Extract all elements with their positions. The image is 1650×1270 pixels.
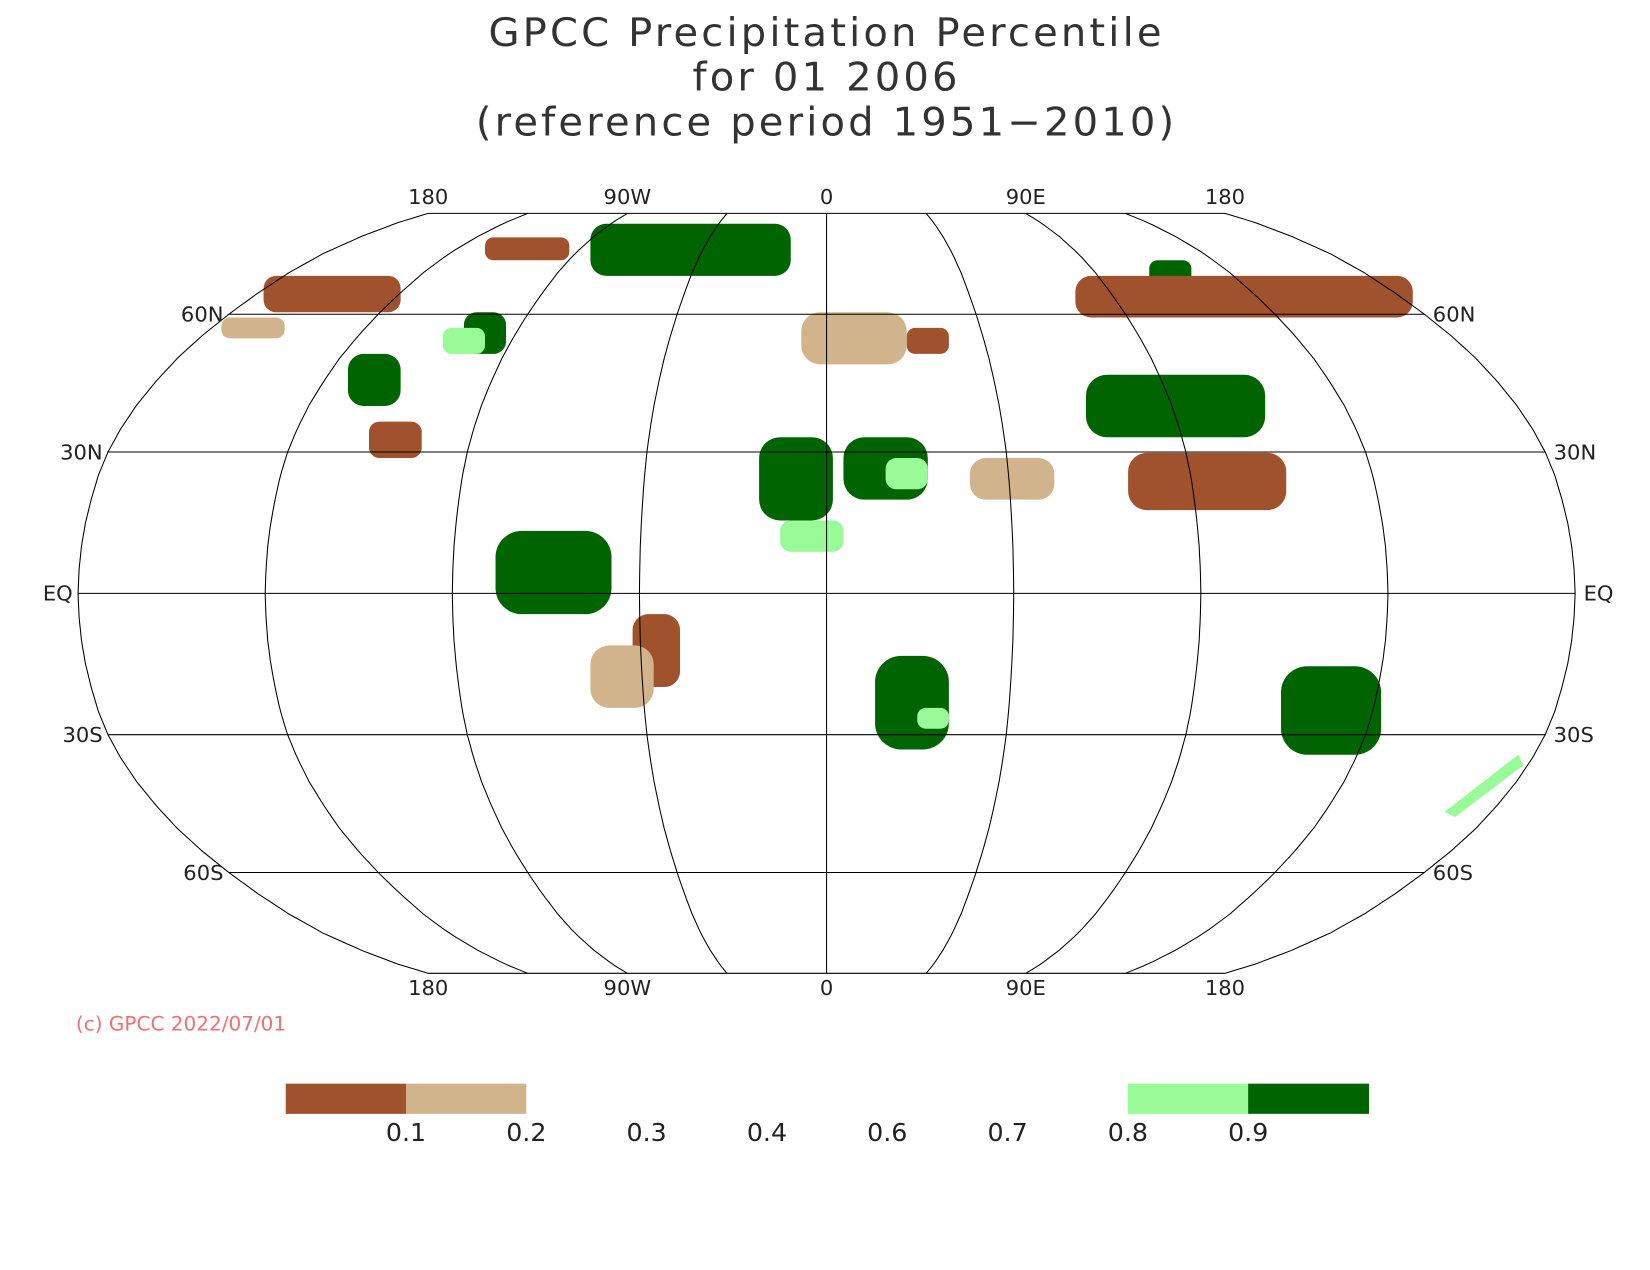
lat-label: 60N	[1433, 303, 1476, 327]
lon-label: 180	[408, 976, 448, 1000]
lat-label: 60S	[183, 861, 223, 885]
lon-label: 180	[1205, 185, 1245, 209]
lat-label: EQ	[43, 582, 73, 606]
lon-label: 90E	[1006, 185, 1046, 209]
legend-swatch	[1248, 1083, 1370, 1114]
patch	[906, 327, 949, 354]
lon-label: 180	[1205, 976, 1245, 1000]
legend-swatch	[887, 1083, 1009, 1114]
patch	[801, 312, 907, 365]
legend: 0.1 0.2 0.3 0.4 0.6 0.7 0.8 0.9	[285, 1083, 1370, 1147]
lat-label: 60N	[181, 303, 224, 327]
patch	[1128, 452, 1287, 511]
lat-label: 30N	[60, 440, 103, 464]
patch	[347, 353, 401, 406]
legend-label: 0.6	[867, 1118, 907, 1147]
map-outline	[77, 212, 1576, 974]
legend-label: 0.1	[386, 1118, 426, 1147]
lat-label: 30S	[1554, 723, 1594, 747]
patch	[263, 275, 401, 313]
lon-label: 0	[820, 185, 833, 209]
patch	[221, 317, 285, 339]
patch	[495, 530, 612, 615]
legend-label: 0.8	[1108, 1118, 1148, 1147]
legend-swatch	[285, 1083, 407, 1114]
title-line: GPCC Precipitation Percentile	[488, 10, 1164, 56]
patch	[369, 421, 422, 459]
grid-labels: 180 180 90W 90W 0 0 90E 90E 180 180 60N 60N 30N 30N EQ…	[43, 185, 1614, 1000]
patch	[590, 645, 654, 708]
graticule	[77, 212, 1576, 974]
legend-label: 0.2	[506, 1118, 546, 1147]
legend-label: 0.7	[987, 1118, 1027, 1147]
patch	[1444, 754, 1524, 818]
legend-label: 0.4	[747, 1118, 787, 1147]
patch	[885, 458, 928, 490]
lon-label: 90W	[604, 976, 652, 1000]
legend-label: 0.9	[1228, 1118, 1268, 1147]
lat-label: EQ	[1584, 582, 1614, 606]
lat-label: 30S	[62, 723, 102, 747]
patch	[917, 707, 949, 729]
patch	[484, 237, 570, 261]
legend-label: 0.3	[627, 1118, 667, 1147]
patch	[1280, 666, 1382, 755]
legend-swatch	[1127, 1083, 1249, 1114]
legend-swatch	[646, 1083, 768, 1114]
patch	[1085, 374, 1266, 438]
legend-swatch	[1007, 1083, 1129, 1114]
patch	[590, 223, 791, 276]
lon-label: 90E	[1006, 976, 1046, 1000]
patch	[875, 655, 949, 750]
lon-label: 0	[820, 976, 833, 1000]
patch	[442, 327, 485, 354]
lon-label: 90W	[604, 185, 652, 209]
title-line: (reference period 1951−2010)	[476, 100, 1177, 146]
legend-swatch	[526, 1083, 648, 1114]
precipitation-patches	[221, 223, 1524, 818]
lon-label: 180	[408, 185, 448, 209]
patch	[759, 437, 833, 521]
title-line: for 01 2006	[692, 55, 960, 101]
legend-swatch	[406, 1083, 527, 1114]
lat-label: 30N	[1554, 440, 1597, 464]
patch	[1075, 275, 1413, 318]
lat-label: 60S	[1433, 861, 1473, 885]
patch	[780, 520, 844, 552]
legend-swatch	[766, 1083, 888, 1114]
patch	[969, 458, 1055, 500]
credit: (c) GPCC 2022/07/01	[76, 1013, 286, 1036]
